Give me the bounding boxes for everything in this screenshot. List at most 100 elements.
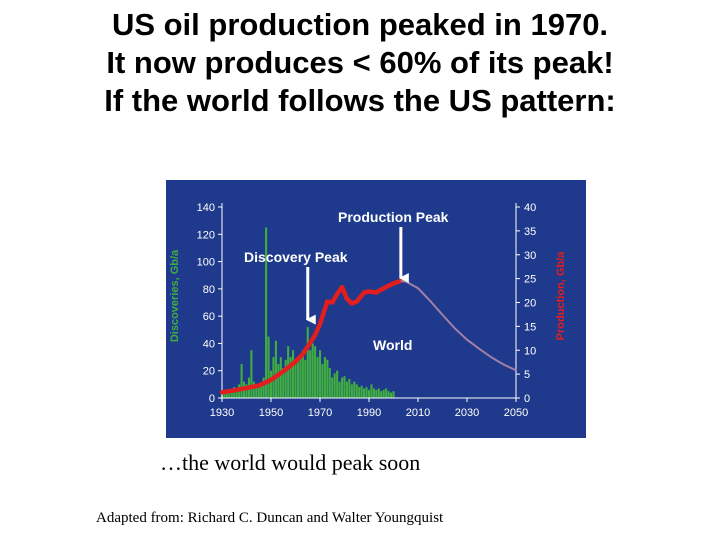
discovery-bar (380, 391, 383, 398)
y-tick-label-right: 15 (524, 321, 536, 333)
y-tick-label-right: 5 (524, 369, 530, 381)
oil-production-chart: 0 20 40 60 80 100 120 140 0 5 10 15 20 25 30 35 40 1930 19… (166, 180, 586, 438)
y-tick-label-right: 35 (524, 226, 536, 238)
discovery-bar (228, 392, 231, 398)
y-tick-label-right: 20 (524, 298, 536, 310)
annotation-production-peak: Production Peak (338, 209, 449, 225)
discovery-bar (255, 384, 258, 398)
discovery-bar (299, 354, 302, 398)
discovery-bar (387, 391, 390, 398)
discovery-bar (377, 388, 380, 398)
chart-annotations: Production Peak Discovery Peak World (244, 209, 449, 353)
y-tick-label-left: 0 (209, 393, 215, 405)
discovery-bar (370, 384, 373, 398)
discovery-bar (321, 363, 324, 398)
title-line-3: If the world follows the US pattern: (104, 83, 616, 118)
discovery-bar (382, 389, 385, 398)
discovery-bar (341, 377, 344, 398)
discovery-bar (350, 384, 353, 398)
x-tick-label: 1930 (210, 407, 234, 419)
discovery-bar (309, 350, 312, 398)
y-tick-label-left: 120 (197, 229, 215, 241)
y-tick-label-left: 60 (203, 311, 215, 323)
discovery-bar (279, 357, 282, 398)
discovery-bar (338, 381, 341, 398)
discovery-bar (296, 357, 299, 398)
production-historical-line (219, 278, 404, 395)
discovery-bar (318, 350, 322, 398)
discovery-bar (390, 392, 393, 398)
y-axis-label-left: Discoveries, Gb/a (169, 249, 181, 342)
discovery-bar (257, 387, 260, 398)
x-tick-label: 1970 (308, 407, 332, 419)
discovery-bar (314, 346, 317, 398)
y-tick-label-left: 40 (203, 338, 215, 350)
discovery-bar (392, 391, 395, 398)
discovery-bar (260, 384, 263, 398)
x-tick-label: 1990 (357, 407, 381, 419)
y-axis-label-right: Production, Gb/a (555, 251, 567, 340)
title-line-1: US oil production peaked in 1970. (111, 7, 609, 42)
discovery-bar (292, 350, 295, 398)
x-tick-label: 2010 (406, 407, 430, 419)
discovery-bar (326, 359, 329, 398)
x-tick-label: 1950 (259, 407, 283, 419)
chart-axes: 0 20 40 60 80 100 120 140 0 5 10 15 20 25 30 35 40 1930 19… (197, 202, 537, 419)
discovery-bar (274, 340, 277, 398)
discovery-bar (363, 388, 366, 398)
discovery-bar (343, 376, 346, 398)
discovery-bar (240, 363, 243, 398)
discovery-bar (287, 346, 290, 398)
annotation-discovery-peak: Discovery Peak (244, 249, 348, 265)
discovery-bar (375, 389, 378, 398)
discovery-bar (235, 388, 238, 398)
discovery-bar (250, 350, 253, 398)
discovery-bar (294, 363, 297, 398)
discovery-bar (372, 388, 375, 398)
y-tick-label-left: 80 (203, 284, 215, 296)
discovery-bar (385, 388, 388, 398)
y-tick-label-right: 30 (524, 250, 536, 262)
y-tick-label-right: 40 (524, 202, 536, 214)
y-tick-label-left: 100 (197, 257, 215, 269)
y-tick-label-right: 10 (524, 345, 536, 357)
discovery-bar (282, 367, 285, 398)
discovery-bar (225, 391, 228, 398)
slide-title: US oil production peaked in 1970. It now… (0, 6, 720, 120)
discovery-bar (336, 370, 339, 398)
discovery-bar (348, 378, 351, 398)
discovery-bar (289, 357, 292, 398)
discovery-bar (304, 359, 307, 398)
discovery-bar (365, 387, 368, 398)
discovery-bar (323, 357, 326, 398)
slide-caption: …the world would peak soon (160, 450, 421, 475)
discovery-bar (367, 389, 371, 398)
discovery-bar (301, 350, 304, 398)
discovery-bar (267, 336, 270, 398)
x-tick-label: 2030 (455, 407, 479, 419)
title-line-2: It now produces < 60% of its peak! (106, 45, 614, 80)
discovery-bar (245, 384, 248, 398)
discovery-bar (358, 387, 361, 398)
discovery-bar (306, 327, 309, 398)
discovery-bar (331, 377, 334, 398)
discovery-bar (311, 343, 314, 398)
discovery-bar (316, 357, 319, 398)
y-tick-label-right: 25 (524, 274, 536, 286)
discovery-bar (333, 373, 336, 398)
annotation-world: World (373, 337, 412, 353)
discovery-bar (223, 392, 226, 398)
discovery-bar (252, 381, 255, 398)
y-tick-label-left: 140 (197, 202, 215, 214)
discovery-bar (269, 370, 273, 398)
discovery-bar (353, 381, 356, 398)
discovery-bar (262, 377, 265, 398)
discovery-bar (345, 381, 348, 398)
discovery-bar (355, 384, 358, 398)
discovery-bar (360, 385, 363, 398)
production-projected-line (400, 280, 517, 372)
y-tick-label-left: 20 (203, 366, 215, 378)
discovery-bar (265, 227, 268, 398)
discovery-bar (277, 363, 280, 398)
x-tick-label: 2050 (504, 407, 528, 419)
